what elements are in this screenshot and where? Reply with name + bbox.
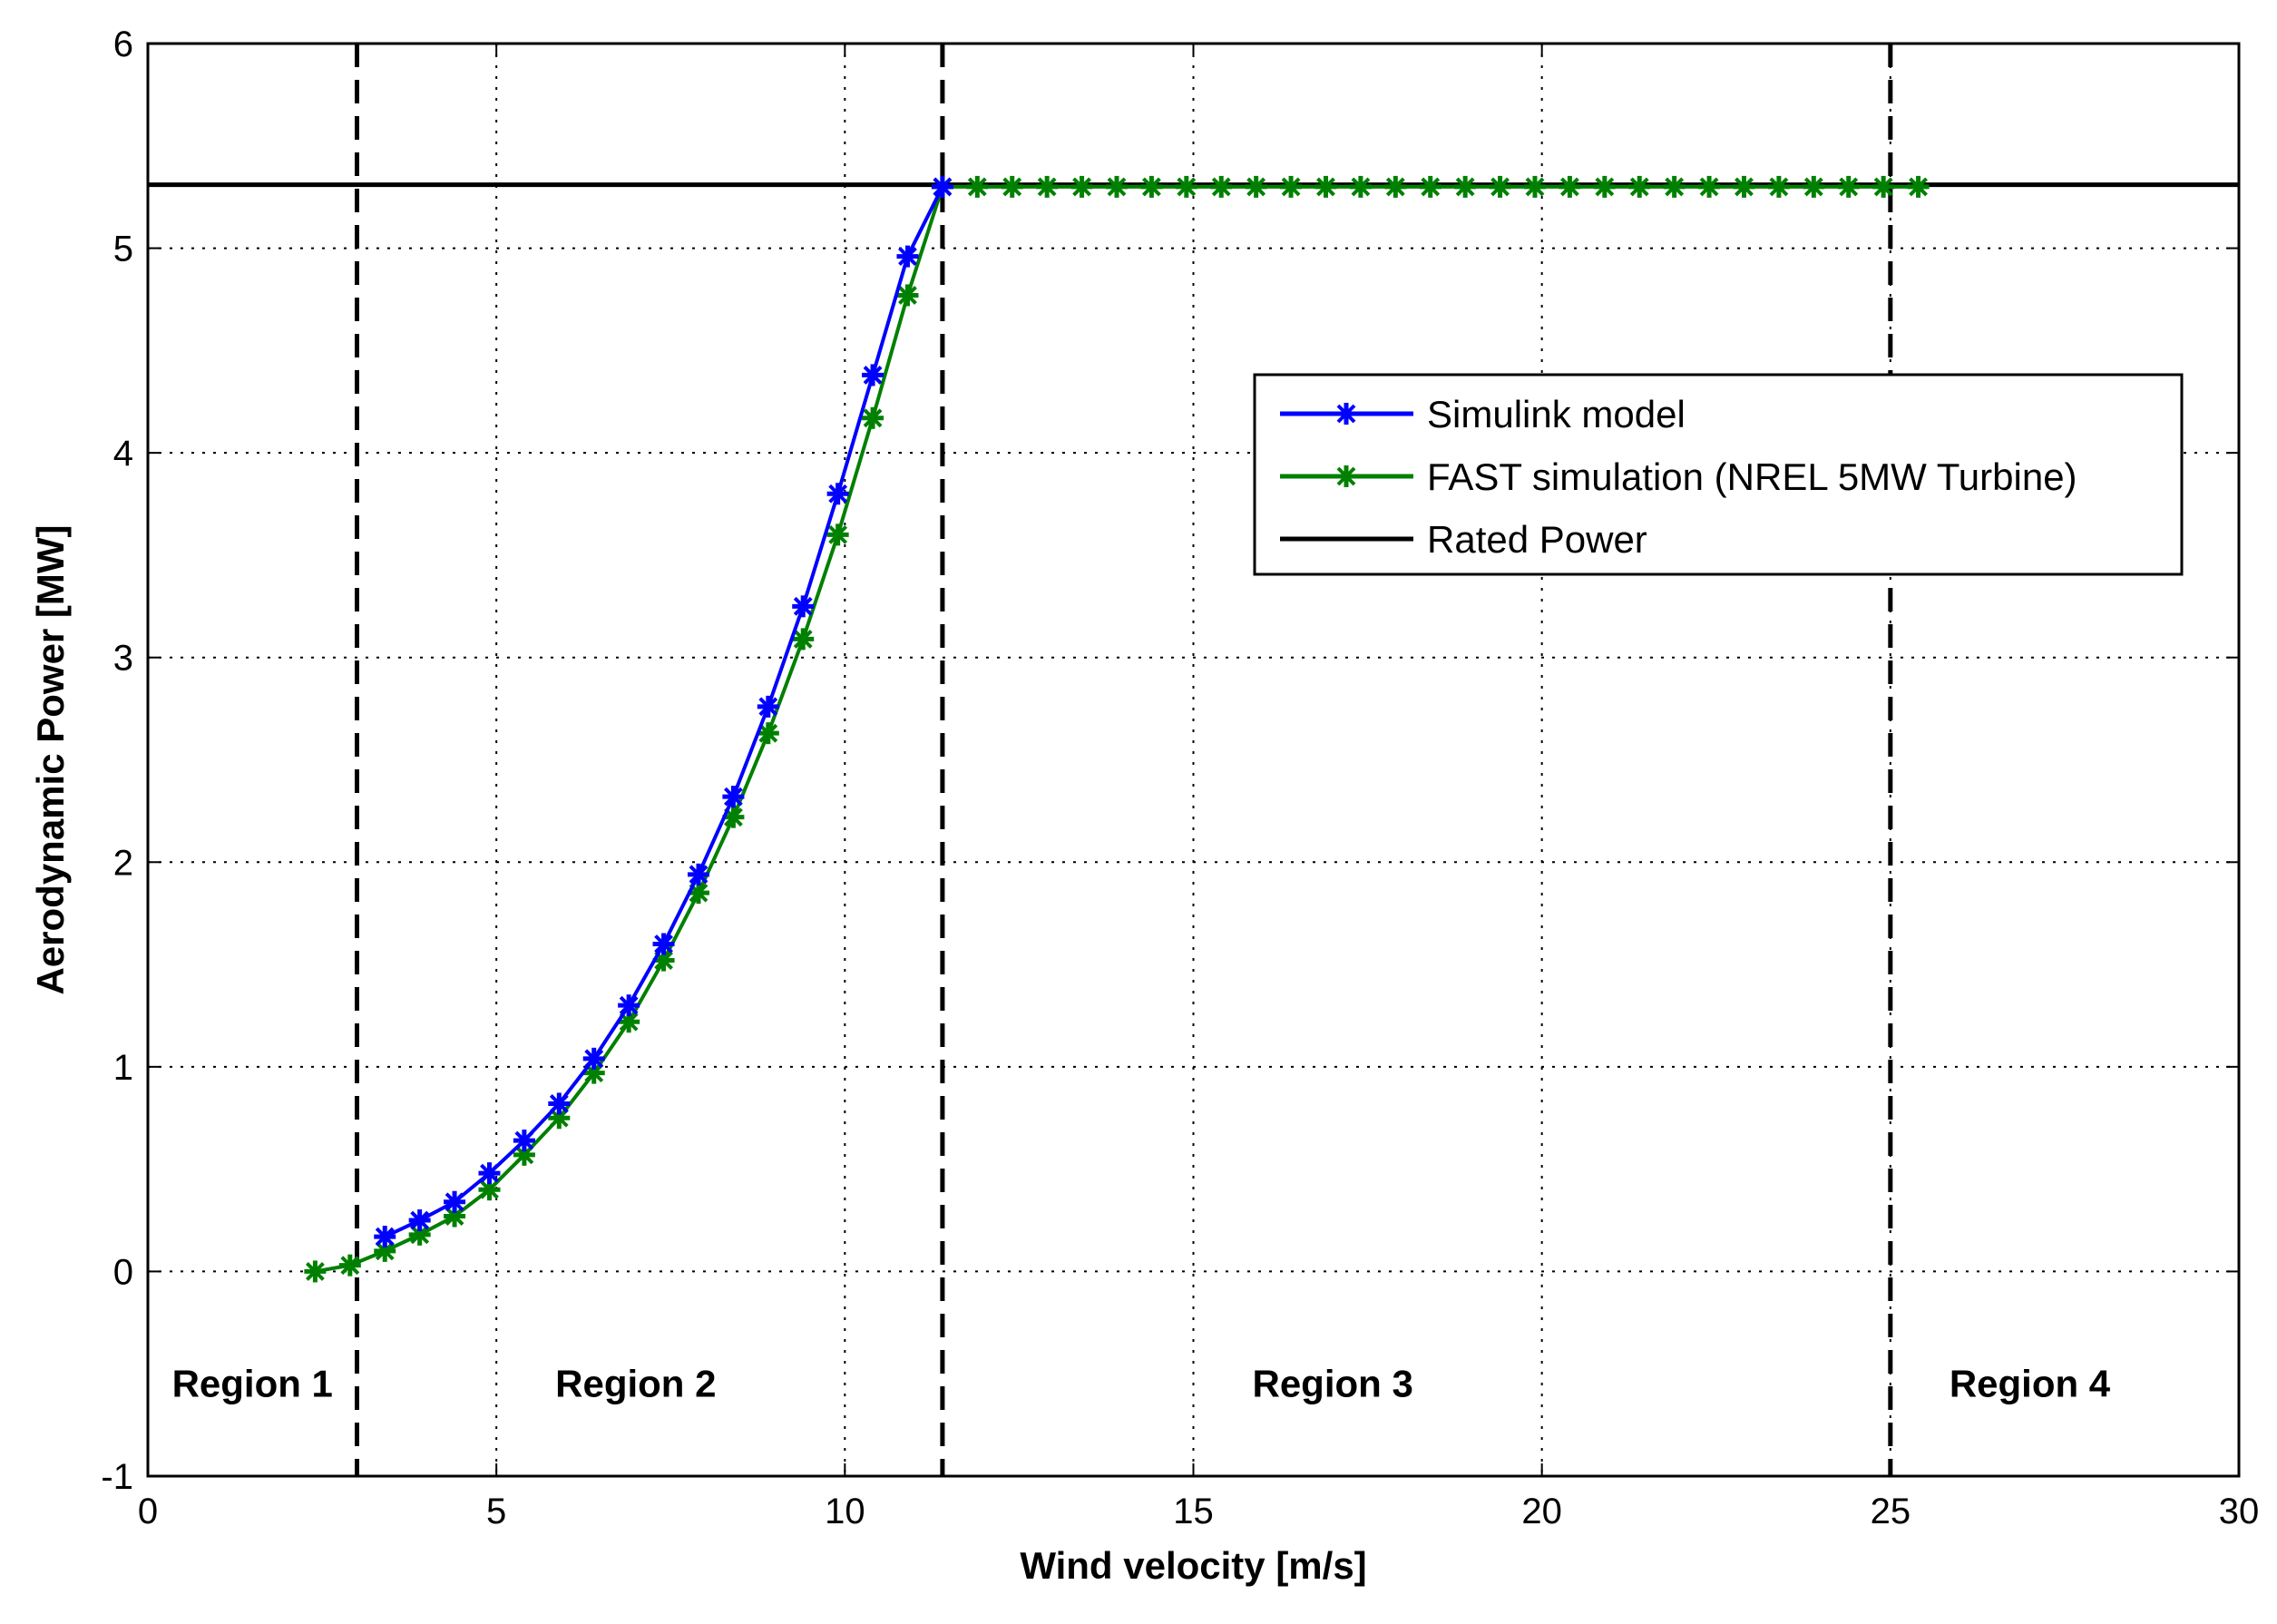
data-point (548, 1107, 571, 1130)
data-point (1140, 175, 1163, 198)
y-tick-label: 3 (113, 639, 133, 679)
region-boundaries (355, 44, 1893, 1476)
x-axis-label: Wind velocity [m/s] (1020, 1544, 1366, 1587)
data-point (1335, 403, 1357, 425)
legend: Simulink model FAST simulation (NREL 5MW … (1253, 373, 2184, 576)
data-point (1523, 175, 1546, 198)
data-point (1837, 175, 1860, 198)
y-tick-label: -1 (101, 1457, 133, 1497)
data-point (1245, 175, 1267, 198)
data-point (792, 595, 815, 618)
y-tick-label: 6 (113, 24, 133, 64)
data-point (687, 882, 709, 905)
data-point (374, 1226, 396, 1248)
data-point (1628, 175, 1651, 198)
x-tick-label: 15 (1173, 1492, 1214, 1531)
data-point (618, 994, 640, 1017)
data-point (1767, 175, 1790, 198)
y-tick-label: 1 (113, 1048, 133, 1088)
x-tick-label: 5 (486, 1492, 506, 1531)
data-point (1489, 175, 1511, 198)
legend-item: Rated Power (1280, 518, 1647, 561)
data-point (1280, 175, 1303, 198)
data-point (757, 722, 779, 745)
data-point (1314, 175, 1337, 198)
data-point (304, 1260, 327, 1283)
data-point (966, 175, 989, 198)
region-label: Region 1 (172, 1362, 333, 1404)
x-tick-label: 30 (2219, 1492, 2260, 1531)
data-point (652, 933, 675, 955)
series-1 (304, 175, 1930, 1283)
data-point (548, 1092, 571, 1115)
data-point (862, 364, 884, 386)
region-label: Region 3 (1252, 1362, 1412, 1404)
data-point (478, 1162, 501, 1185)
data-point (1105, 175, 1128, 198)
data-point (1419, 175, 1441, 198)
grid (148, 44, 2239, 1476)
x-tick-label: 20 (1521, 1492, 1562, 1531)
data-point (582, 1047, 605, 1070)
data-point (1175, 175, 1197, 198)
data-point (862, 406, 884, 429)
data-point (1210, 175, 1233, 198)
data-point (722, 786, 745, 808)
data-point (826, 483, 849, 505)
data-point (896, 245, 919, 268)
data-point (513, 1143, 535, 1166)
data-point (1733, 175, 1755, 198)
series-group (148, 175, 2239, 1283)
data-point (338, 1254, 361, 1277)
x-tick-label: 0 (138, 1492, 158, 1531)
data-point (896, 284, 919, 307)
data-point (931, 175, 953, 198)
legend-item: Simulink model (1280, 393, 1686, 435)
data-point (1803, 175, 1825, 198)
data-point (1907, 175, 1930, 198)
data-point (1698, 175, 1721, 198)
data-point (1036, 175, 1059, 198)
data-point (1384, 175, 1407, 198)
data-point (1070, 175, 1093, 198)
data-point (1559, 175, 1581, 198)
data-point (408, 1209, 431, 1232)
legend-item: FAST simulation (NREL 5MW Turbine) (1280, 455, 2077, 498)
legend-label: Simulink model (1427, 393, 1686, 435)
data-point (1349, 175, 1372, 198)
data-point (444, 1190, 466, 1213)
data-point (1454, 175, 1477, 198)
y-tick-label: 0 (113, 1252, 133, 1292)
data-point (1335, 465, 1357, 487)
y-tick-label: 5 (113, 230, 133, 269)
data-point (408, 1223, 431, 1246)
data-point (792, 628, 815, 651)
y-axis-label: Aerodynamic Power [MW] (29, 524, 72, 994)
data-point (826, 523, 849, 546)
data-point (1872, 175, 1895, 198)
legend-label: Rated Power (1427, 518, 1647, 561)
data-point (687, 863, 709, 885)
region-label: Region 2 (555, 1362, 716, 1404)
y-tick-label: 2 (113, 843, 133, 883)
y-tick-label: 4 (113, 434, 133, 474)
data-point (757, 695, 779, 718)
data-point (1663, 175, 1686, 198)
data-point (1593, 175, 1616, 198)
region-labels: Region 1 Region 2 Region 3 Region 4 (172, 1362, 2111, 1404)
region-label: Region 4 (1950, 1362, 2111, 1404)
x-tick-label: 25 (1871, 1492, 1911, 1531)
legend-label: FAST simulation (NREL 5MW Turbine) (1427, 455, 2077, 498)
x-tick-label: 10 (825, 1492, 865, 1531)
data-point (1001, 175, 1023, 198)
data-point (513, 1130, 535, 1152)
series-0 (374, 175, 953, 1248)
